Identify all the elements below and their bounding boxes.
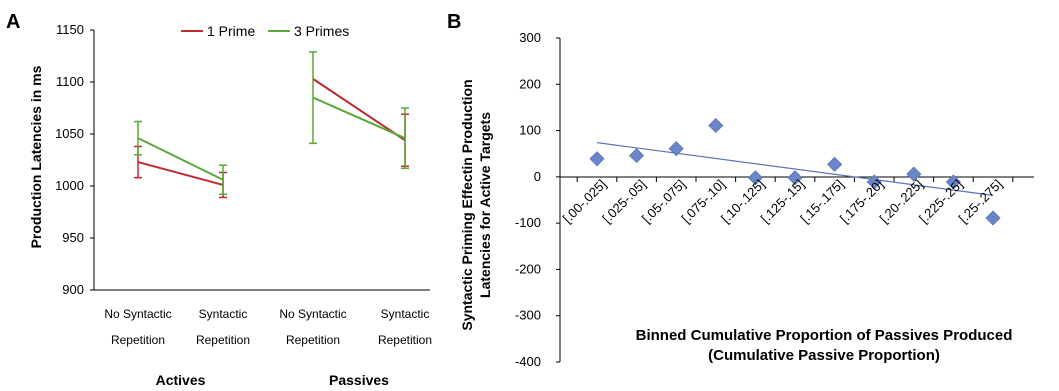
panel-a-legend: 1 Prime 3 Primes [181, 23, 349, 39]
panel-a-y-ticks: 900 950 1000 1050 1100 1150 [55, 22, 84, 297]
panel-b-y-axis-title-line-1: Syntactic Priming Effectin Production [459, 79, 475, 330]
panel-a-legend-item: 1 Prime [181, 23, 255, 39]
panel-b-y-tick-label: 0 [534, 169, 541, 184]
panel-a-error-bar [401, 107, 409, 170]
panel-a-category-label: Repetition [286, 333, 340, 347]
panel-a-error-bar [219, 164, 227, 196]
panel-b-data-point [629, 148, 645, 164]
panel-a-series-line [137, 137, 224, 181]
panel-b-data-point [985, 210, 1001, 226]
panel-a-category-label: Syntactic [199, 307, 248, 321]
panel-b-points [589, 117, 1001, 226]
panel-a-legend-item: 3 Primes [268, 23, 349, 39]
panel-b-y-tick-label: -200 [515, 261, 541, 276]
panel-a-y-tick-label: 950 [62, 230, 84, 245]
panel-b-y-ticks: -400 -300 -200 -100 0 100 200 300 [515, 30, 541, 369]
panel-b-category-labels: [.00-.025][.025-.05][.05-.075][.075-.10]… [560, 177, 1005, 226]
panel-a-legend-label: 1 Prime [207, 23, 255, 39]
panel-a-category-label: Repetition [111, 333, 165, 347]
panel-b-y-tick-label: 200 [519, 76, 541, 91]
panel-b-data-point [787, 170, 803, 186]
panel-a-y-tick-label: 900 [62, 282, 84, 297]
panel-a-series-1 [134, 78, 409, 199]
panel-b-y-tick-marks [556, 37, 560, 363]
panel-b-data-point [668, 141, 684, 157]
panel-a-category-label: Repetition [196, 333, 250, 347]
panel-a-y-tick-label: 1150 [56, 22, 84, 37]
panel-b-y-tick-label: 100 [519, 123, 541, 138]
panel-a: A Production Latencies in ms 900 950 1000 1… [6, 11, 432, 388]
panel-a-series-line [312, 96, 406, 140]
panel-a-group-label: Passives [329, 372, 389, 388]
panel-a-y-tick-marks [90, 29, 94, 291]
panel-b-data-point [589, 151, 605, 167]
panel-b-trendline [596, 142, 994, 196]
panel-b-x-axis-title-line-2: (Cumulative Passive Proportion) [708, 347, 940, 364]
panel-a-category-label: Repetition [378, 333, 432, 347]
panel-a-series-2 [134, 51, 409, 196]
panel-b-y-tick-label: 300 [519, 30, 541, 45]
panel-b-data-point [945, 174, 961, 190]
panel-b-data-point [708, 117, 724, 134]
panel-b-data-point [866, 174, 882, 190]
panel-a-y-axis-title: Production Latencies in ms [28, 65, 44, 248]
panel-a-category-label: No Syntactic [104, 307, 171, 321]
panel-a-series-line [137, 161, 224, 186]
panel-a-series [134, 51, 409, 199]
panel-b-trendline-group [596, 142, 994, 196]
panel-b-data-point [906, 166, 922, 182]
panel-a-series-line [312, 78, 406, 142]
panel-b-y-axis-title-line-2: Latencies for Active Targets [477, 112, 493, 298]
panel-b-letter: B [447, 11, 461, 33]
panel-a-category-label: No Syntactic [279, 307, 346, 321]
panel-a-legend-label: 3 Primes [294, 23, 349, 39]
panel-a-group-label: Actives [156, 372, 206, 388]
panel-a-y-tick-label: 1100 [56, 74, 84, 89]
panel-b-x-tick-marks [576, 177, 1014, 182]
panel-a-error-bar [134, 120, 142, 156]
panel-a-y-tick-label: 1050 [55, 126, 84, 141]
panel-a-category-labels: No Syntactic Repetition Syntactic Repetitio… [104, 307, 432, 347]
panel-a-y-tick-label: 1000 [55, 178, 84, 193]
panel-b-x-axis-title-line-1: Binned Cumulative Proportion of Passives… [636, 327, 1013, 344]
panel-a-error-bar [309, 51, 317, 145]
panel-b: B Syntactic Priming Effectin Production … [447, 11, 1034, 369]
panel-b-y-tick-label: -100 [515, 215, 541, 230]
panel-a-group-labels: Actives Passives [156, 372, 390, 388]
panel-b-y-tick-label: -300 [515, 308, 541, 323]
panel-b-y-tick-label: -400 [515, 354, 541, 369]
panel-a-category-label: Syntactic [381, 307, 430, 321]
panel-b-data-point [827, 156, 843, 172]
panel-b-data-point [747, 170, 763, 186]
panel-a-letter: A [6, 11, 20, 33]
